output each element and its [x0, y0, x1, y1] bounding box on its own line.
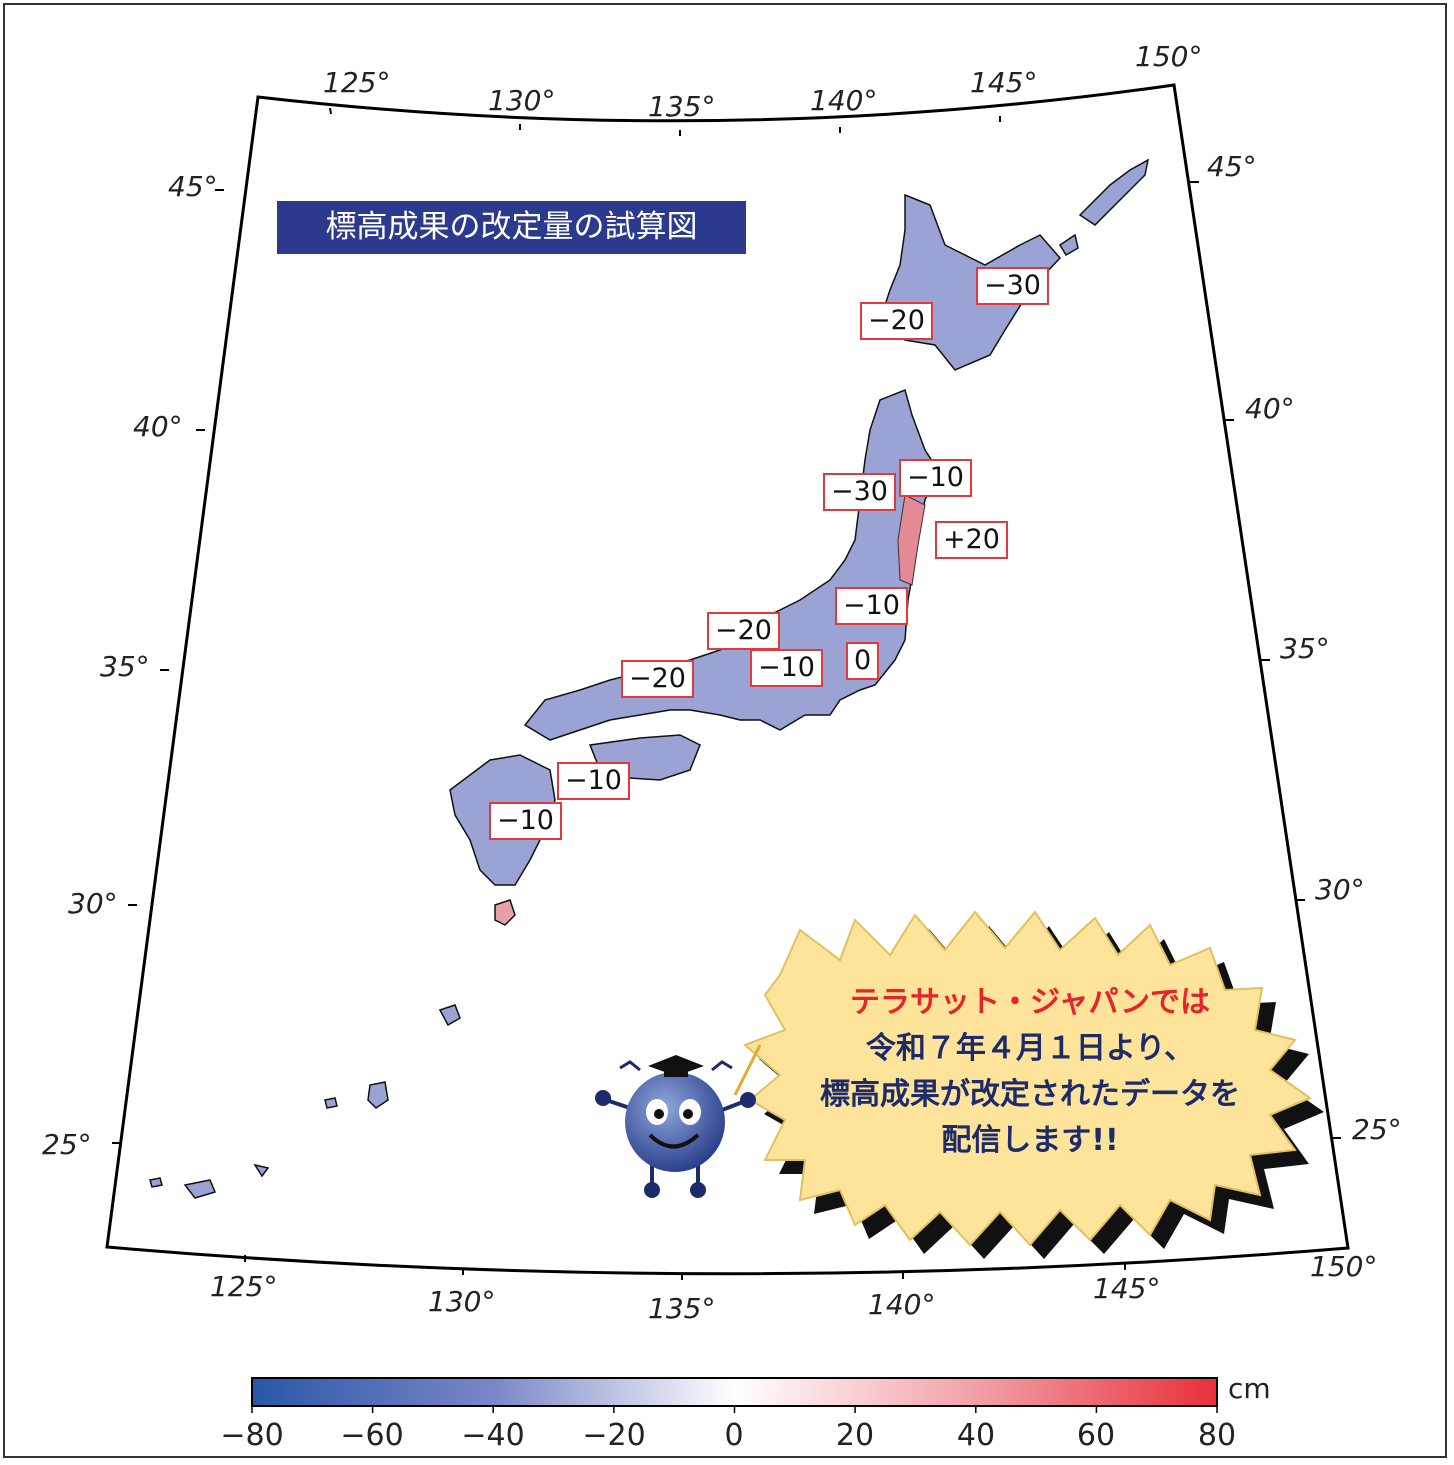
region-label-miyagi: +20 — [935, 521, 1008, 559]
colorbar-unit: cm — [1228, 1372, 1271, 1405]
left-lat-tick: 30° — [68, 887, 118, 920]
colorbar-tick-label: −60 — [340, 1418, 404, 1453]
colorbar — [251, 1377, 1218, 1407]
region-label-kanto: 0 — [846, 642, 880, 680]
left-lat-tick: 40° — [133, 410, 183, 443]
region-label-kanto-north: −10 — [835, 587, 908, 625]
announcement-text: テラサット・ジャパンでは 令和７年４月１日より、 標高成果が改定されたデータを … — [740, 980, 1320, 1164]
right-lat-tick: 35° — [1280, 632, 1330, 665]
region-label-hokuriku: −20 — [707, 612, 780, 650]
bottom-lon-tick: 130° — [428, 1285, 496, 1318]
colorbar-tick-label: 20 — [835, 1418, 875, 1453]
mascot-character — [595, 1044, 762, 1198]
bottom-lon-tick: 150° — [1310, 1250, 1378, 1283]
left-lat-tick: 25° — [42, 1128, 92, 1161]
bottom-lon-tick: 140° — [868, 1288, 936, 1321]
speech-bubble — [743, 910, 1313, 1247]
announcement-line1: テラサット・ジャパンでは — [850, 985, 1210, 1020]
region-label-shikoku: −10 — [557, 762, 630, 800]
region-label-tohoku-west: −30 — [823, 473, 896, 511]
colorbar-tick-label: −40 — [461, 1418, 525, 1453]
top-lon-tick: 130° — [488, 84, 556, 117]
colorbar-tick-label: 40 — [956, 1418, 996, 1453]
map-title: 標高成果の改定量の試算図 — [277, 201, 746, 254]
figure-frame — [3, 3, 1447, 1458]
announcement-line4: 配信します!! — [941, 1123, 1119, 1158]
top-lon-tick: 145° — [970, 66, 1038, 99]
region-label-tohoku-east: −10 — [899, 459, 972, 497]
top-lon-tick: 135° — [648, 90, 716, 123]
top-lon-tick: 150° — [1135, 40, 1203, 73]
bottom-lon-tick: 125° — [210, 1270, 278, 1303]
uplift-area — [897, 494, 926, 586]
region-label-east-hokkaido: −30 — [976, 267, 1049, 305]
region-label-kinki-north: −20 — [621, 660, 694, 698]
right-lat-tick: 40° — [1245, 392, 1295, 425]
announcement-line2: 令和７年４月１日より、 — [865, 1031, 1195, 1066]
colorbar-ticks — [251, 1406, 1218, 1413]
announcement-line3: 標高成果が改定されたデータを — [820, 1077, 1240, 1112]
bottom-lon-tick: 135° — [648, 1292, 716, 1325]
top-lon-tick: 140° — [810, 84, 878, 117]
right-lat-tick: 45° — [1207, 150, 1257, 183]
right-lat-tick: 30° — [1315, 873, 1365, 906]
colorbar-tick-label: 60 — [1076, 1418, 1116, 1453]
region-label-kyushu: −10 — [489, 802, 562, 840]
colorbar-tick-label: −20 — [582, 1418, 646, 1453]
region-label-chubu: −10 — [750, 649, 823, 687]
colorbar-tick-label: 80 — [1197, 1418, 1237, 1453]
left-lat-tick: 45° — [168, 170, 218, 203]
southern-islands — [149, 158, 1150, 1199]
right-lat-tick: 25° — [1352, 1113, 1402, 1146]
colorbar-tick-label: −80 — [220, 1418, 284, 1453]
bottom-lon-tick: 145° — [1093, 1272, 1161, 1305]
tick-marks — [112, 107, 1341, 1280]
region-label-west-hokkaido: −20 — [860, 302, 933, 340]
left-lat-tick: 35° — [100, 650, 150, 683]
top-lon-tick: 125° — [323, 66, 391, 99]
colorbar-tick-label: 0 — [724, 1418, 744, 1453]
